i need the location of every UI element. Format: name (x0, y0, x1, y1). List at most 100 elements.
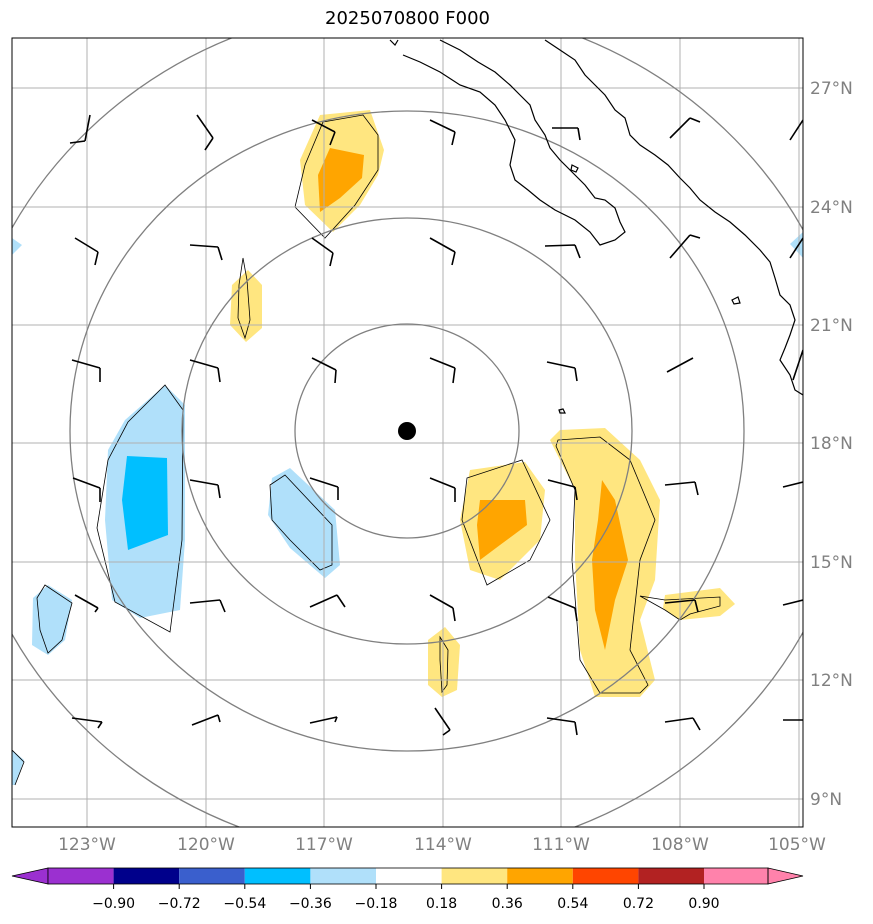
wind-barb (546, 717, 578, 736)
wind-barb (782, 481, 803, 488)
wind-barb (547, 596, 578, 622)
island-coast (389, 39, 399, 46)
wind-barb (669, 117, 701, 139)
colorbar-label: 0.90 (688, 896, 719, 912)
colorbar-label: 0.18 (426, 896, 457, 912)
wind-barb (189, 599, 226, 613)
strong-positive-anomaly-region (318, 148, 364, 212)
negative-anomaly-region (268, 468, 340, 578)
wind-barb (434, 707, 451, 736)
wind-barb (189, 359, 221, 383)
lon-label: 120°W (177, 835, 235, 855)
wind-barb (72, 477, 101, 502)
wind-barb (311, 357, 337, 384)
colorbar-extend-low (11, 867, 49, 885)
island-coast (558, 408, 566, 414)
colorbar-segment (638, 868, 704, 884)
lat-label: 24°N (810, 198, 853, 218)
wind-barb (189, 479, 221, 499)
colorbar-segment (572, 868, 639, 884)
colorbar-segment (376, 868, 442, 884)
strong-negative-anomaly-region (122, 456, 168, 550)
island-coast (570, 164, 579, 173)
colorbar-extend-high (767, 867, 804, 885)
colorbar-label: −0.54 (223, 896, 266, 912)
negative-anomaly-region (32, 585, 72, 655)
longitude-labels: 123°W 120°W 117°W 114°W 111°W 108°W 105°… (58, 835, 826, 855)
lat-label: 15°N (810, 553, 853, 573)
colorbar-label: 0.54 (557, 896, 588, 912)
latitude-labels: 27°N 24°N 21°N 18°N 15°N 12°N 9°N (810, 79, 853, 810)
wind-barb (666, 357, 694, 373)
island-coast (731, 296, 741, 305)
colorbar-segment (507, 868, 573, 884)
strong-positive-anomaly-region (477, 500, 527, 560)
colorbar-outline (47, 867, 769, 885)
lat-label: 27°N (810, 79, 853, 99)
mainland-mexico-coast (544, 39, 803, 396)
colorbar-ticks (113, 884, 705, 889)
wind-barb (664, 717, 701, 731)
strong-positive-anomaly-region (592, 480, 628, 650)
wind-barb (544, 244, 581, 259)
colorbar-segment (244, 868, 311, 884)
lon-label: 117°W (295, 835, 353, 855)
wind-barb (309, 716, 338, 724)
contour-lines (12, 114, 721, 786)
wind-barb (429, 237, 456, 266)
colorbar-segment (310, 868, 376, 884)
lat-label: 18°N (810, 434, 853, 454)
wind-barb (789, 237, 803, 259)
lon-label: 111°W (532, 835, 590, 855)
range-ring (181, 217, 633, 645)
wind-barb (311, 237, 334, 267)
wind-barb (792, 349, 803, 381)
colorbar-label: −0.36 (289, 896, 332, 912)
colorbar-label: 0.72 (623, 896, 654, 912)
map-title: 2025070800 F000 (325, 8, 490, 29)
wind-barb (309, 477, 339, 500)
colorbar-label: −0.18 (355, 896, 398, 912)
anomaly-fills (12, 110, 803, 785)
wind-barb (664, 481, 699, 496)
positive-anomaly-region (428, 627, 460, 697)
colorbar-segment (704, 868, 768, 884)
wind-barb (196, 114, 214, 151)
range-ring (294, 323, 520, 539)
negative-anomaly-region (12, 238, 22, 255)
gridlines (12, 38, 803, 827)
wind-barb (311, 119, 336, 146)
wind-barb (71, 717, 103, 729)
colorbar-segment (179, 868, 245, 884)
storm-center-marker (398, 422, 416, 440)
positive-anomaly-region (230, 270, 262, 342)
wind-barb (429, 477, 456, 502)
wind-barb (189, 244, 223, 261)
lon-label: 123°W (58, 835, 116, 855)
wind-barb (74, 237, 99, 266)
lat-label: 9°N (810, 790, 842, 810)
wind-barb (429, 119, 456, 146)
wind-barb (547, 479, 578, 501)
lat-label: 12°N (810, 671, 853, 691)
colorbar-segment (441, 868, 508, 884)
lon-label: 105°W (768, 835, 826, 855)
range-rings (12, 38, 803, 827)
wind-barb (789, 119, 803, 141)
coastlines (389, 39, 803, 414)
wind-barb (69, 114, 91, 144)
wind-barb (71, 359, 101, 382)
wind-barb (74, 594, 99, 613)
wind-barbs (69, 114, 803, 736)
baja-peninsula-coast (402, 39, 626, 246)
colorbar-label: 0.36 (492, 896, 523, 912)
wind-barb (309, 594, 346, 608)
negative-anomaly-region (790, 232, 803, 258)
wind-barb (782, 599, 803, 606)
range-ring (69, 110, 745, 752)
map-frame (11, 37, 804, 828)
lon-label: 108°W (651, 835, 709, 855)
lon-label: 114°W (414, 835, 472, 855)
wind-barb (191, 714, 221, 726)
